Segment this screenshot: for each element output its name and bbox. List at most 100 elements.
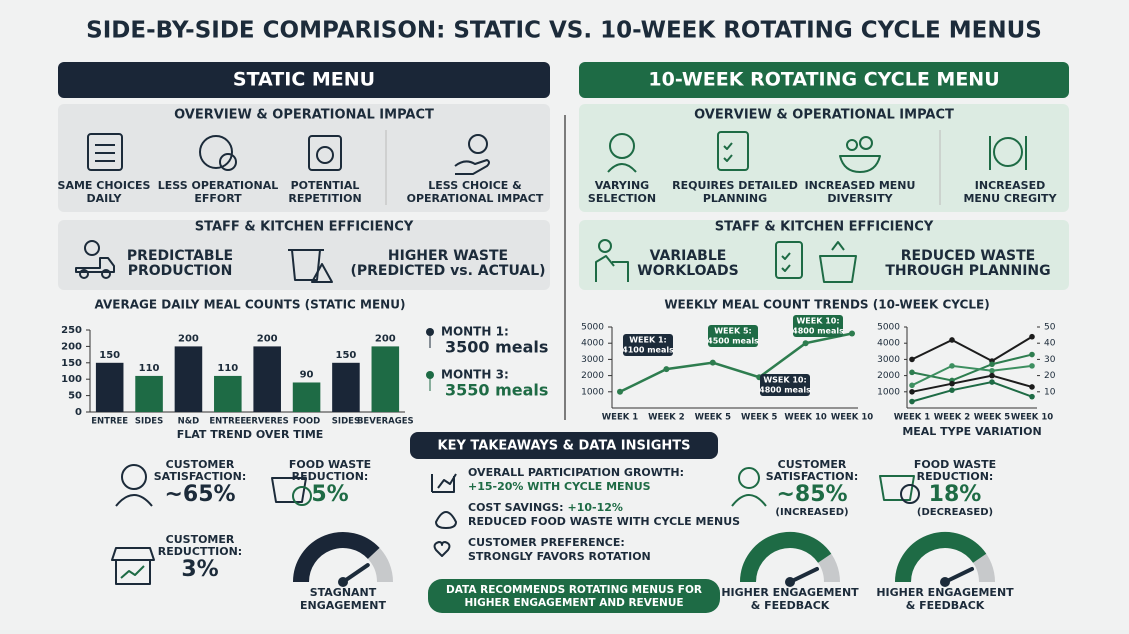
item-label: VARYING [595, 179, 649, 192]
point [909, 369, 915, 376]
point [989, 367, 995, 374]
x-tick-label: ERVERES [246, 417, 289, 427]
point [909, 398, 915, 405]
x-tick-label: WEEK 10 [1011, 413, 1053, 423]
stat-label: FOOD WASTE [289, 458, 371, 471]
takeaway-highlight: +10-12% [568, 501, 623, 514]
icon-shape [84, 240, 100, 256]
gauge-label: ENGAGEMENT [300, 599, 386, 612]
icon-shape [308, 135, 342, 171]
icon-shape [717, 131, 749, 171]
stat-label: SATISFACTION: [154, 470, 247, 483]
annotation: 4500 meals [707, 337, 759, 346]
annotation: 4800 meals [759, 386, 811, 395]
bar [214, 375, 242, 412]
item-label: INCREASED MENU [805, 179, 916, 192]
x-tick-label: WEEK 5 [695, 413, 732, 423]
icon-shape [468, 134, 488, 154]
item-label: DIVERSITY [827, 192, 893, 205]
y-tick-label: 0 [75, 407, 82, 418]
icon-shape [433, 541, 451, 557]
item-label: PRODUCTION [128, 263, 233, 279]
annotation: WEEK 1: [629, 336, 667, 345]
item-label: INCREASED [975, 179, 1045, 192]
stat-value: 5% [311, 482, 348, 507]
point [802, 340, 809, 347]
gauge-needle [341, 563, 370, 584]
bar [332, 362, 360, 412]
stat-label: REDUCTTION: [158, 545, 242, 558]
x-tick-label: WEEK 2 [934, 413, 971, 423]
icon-shape [731, 494, 767, 507]
item-label: WORKLOADS [637, 263, 738, 279]
point [1029, 384, 1035, 390]
y-tick-label: 2000 [877, 371, 900, 381]
static-header-bar [58, 62, 550, 98]
icon-shape [775, 241, 803, 279]
y-tick-label: 3000 [581, 355, 604, 365]
x-tick-label: SIDES [135, 417, 163, 427]
gauge-hub [940, 577, 950, 587]
takeaway-head: CUSTOMER PREFERENCE: [468, 536, 625, 549]
annotation-box [708, 325, 758, 347]
stat-label: SATISFACTION: [766, 470, 859, 483]
bar [292, 382, 321, 412]
y-tick-label: 150 [61, 358, 82, 369]
icon-shape [121, 464, 147, 490]
icon-shape [859, 136, 873, 150]
line [619, 332, 853, 393]
line [911, 335, 1033, 363]
icon-shape [454, 159, 490, 175]
point [709, 359, 716, 366]
point [909, 382, 915, 389]
icon-shape [435, 511, 457, 529]
stat-label: REDUCTION: [292, 470, 369, 483]
annotation: WEEK 5: [714, 327, 752, 336]
point [909, 356, 915, 363]
icon-shape [101, 269, 111, 279]
item-label: POTENTIAL [291, 179, 360, 192]
data-label: 110 [217, 363, 238, 374]
data-label: 150 [99, 350, 120, 361]
takeaway-highlight: +15-20% WITH CYCLE MENUS [468, 480, 651, 493]
gauge-label: & FEEDBACK [906, 599, 985, 612]
bar [253, 346, 281, 412]
icon-shape [781, 252, 791, 272]
stat-value: ~85% [776, 482, 847, 507]
panel [58, 104, 550, 212]
icon-shape [598, 239, 612, 253]
icon-shape [738, 467, 760, 489]
stat-value: ~65% [164, 482, 235, 507]
takeaway-body: STRONGLY FAVORS ROTATION [468, 550, 651, 563]
annotation: WSEK 10: [763, 376, 806, 385]
icons [75, 131, 1027, 585]
chart-title: MEAL TYPE VARIATION [902, 425, 1041, 438]
gauge-label: & FEEDBACK [751, 599, 830, 612]
subsection-title: OVERVIEW & OPERATIONAL IMPACT [174, 108, 434, 123]
annotation: 4800 meals [792, 327, 844, 336]
icon-shape [993, 137, 1023, 167]
y2-tick-label: 30 [1044, 355, 1056, 365]
subsection-title: OVERVIEW & OPERATIONAL IMPACT [694, 108, 954, 123]
stat-label: CUSTOMER [166, 458, 235, 471]
x-tick-label: FOOD [293, 417, 320, 427]
y-tick-label: 200 [61, 341, 82, 352]
gauge-label: HIGHER ENGAGEMENT [721, 586, 859, 599]
annotation-box [793, 315, 843, 337]
line [911, 374, 1033, 393]
y2-tick-label: 10 [1044, 387, 1056, 397]
subsection-title: STAFF & KITCHEN EFFICIENCY [715, 220, 934, 235]
x-tick-label: SIDES [332, 417, 360, 427]
takeaway-title-bar [410, 432, 718, 459]
x-tick-label: WEEK 2 [648, 413, 685, 423]
banner [428, 579, 720, 613]
icon-shape [199, 135, 233, 169]
item-label: MENU CREGITY [963, 192, 1057, 205]
y-tick-label: 1000 [877, 387, 900, 397]
stat-value: 3550 meals [445, 381, 548, 400]
x-tick-label: N&D [178, 417, 200, 427]
x-tick-label: BEVERAGES [357, 417, 414, 427]
icon-shape [595, 255, 629, 282]
icon-shape [609, 133, 635, 159]
